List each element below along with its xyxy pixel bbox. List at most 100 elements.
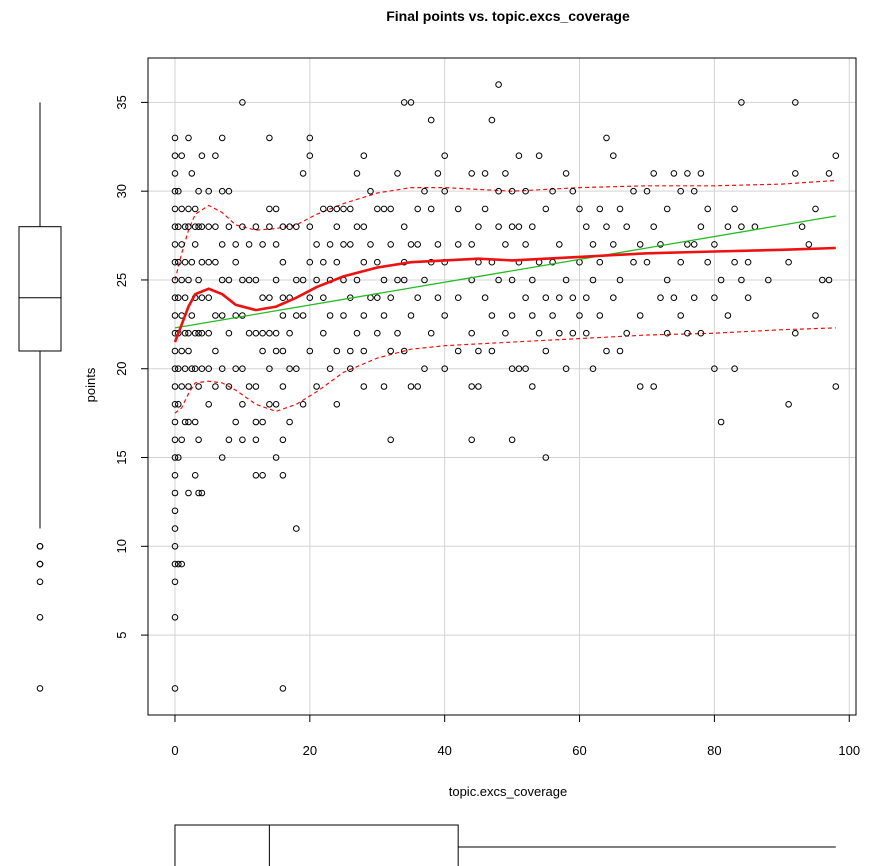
data-point <box>175 294 182 302</box>
data-point <box>367 241 374 248</box>
data-point <box>185 383 192 390</box>
data-point <box>306 223 314 230</box>
data-point <box>596 258 604 266</box>
data-point <box>690 294 698 302</box>
data-point <box>259 347 266 355</box>
data-point <box>508 276 516 284</box>
data-point <box>711 365 718 373</box>
y-tick-label: 10 <box>114 539 129 553</box>
data-point <box>245 276 253 284</box>
data-point <box>643 187 651 195</box>
data-point <box>677 312 685 319</box>
data-point <box>198 329 206 337</box>
data-point <box>212 312 219 319</box>
data-point <box>805 241 813 248</box>
x-tick-label: 100 <box>838 743 860 758</box>
data-point <box>738 99 745 106</box>
data-point <box>293 223 300 230</box>
data-point <box>272 205 280 213</box>
data-point <box>454 241 462 248</box>
data-point <box>394 276 401 284</box>
data-point <box>188 258 196 266</box>
data-point <box>360 258 368 266</box>
data-point <box>252 383 260 390</box>
data-point <box>239 276 246 284</box>
data-point <box>717 418 725 426</box>
data-point <box>508 436 516 444</box>
data-point <box>212 383 219 390</box>
data-point <box>569 329 577 337</box>
data-point <box>434 294 442 302</box>
data-point <box>508 187 516 195</box>
data-point <box>434 241 442 248</box>
data-point <box>252 276 260 284</box>
data-point <box>259 472 266 479</box>
data-point <box>286 329 293 337</box>
data-point <box>218 187 226 195</box>
data-point <box>549 187 556 195</box>
data-point <box>468 436 476 444</box>
data-point <box>347 347 354 355</box>
y-box-iqr <box>18 226 62 352</box>
data-point <box>832 152 840 159</box>
data-point <box>697 223 705 230</box>
data-point <box>636 383 644 390</box>
data-point <box>360 312 368 319</box>
data-point <box>252 418 260 426</box>
data-point <box>212 223 219 230</box>
data-point <box>188 365 196 373</box>
data-point <box>326 312 334 319</box>
data-point <box>562 170 570 177</box>
data-point <box>657 241 664 248</box>
data-point <box>320 205 327 213</box>
data-point <box>475 383 482 390</box>
data-point <box>205 258 212 266</box>
data-point <box>306 134 314 142</box>
y-tick-label: 15 <box>114 450 129 464</box>
data-point <box>475 223 482 230</box>
data-point <box>333 205 341 213</box>
data-point <box>684 170 691 177</box>
data-point <box>299 401 307 408</box>
data-point <box>185 276 192 284</box>
data-point <box>387 347 395 355</box>
data-point <box>232 365 239 373</box>
data-point <box>427 205 435 213</box>
data-point <box>320 294 327 302</box>
data-point <box>535 329 543 337</box>
data-point <box>320 258 327 266</box>
data-point <box>569 294 577 302</box>
data-point <box>266 223 273 230</box>
data-point <box>333 223 341 230</box>
data-point <box>188 170 196 177</box>
data-point <box>387 205 395 213</box>
data-point <box>670 170 678 177</box>
data-point <box>293 365 300 373</box>
data-point <box>407 241 415 248</box>
data-point <box>181 329 189 337</box>
fit-lines <box>173 215 836 343</box>
data-point <box>218 454 226 461</box>
data-point <box>616 347 624 355</box>
data-point <box>421 365 428 373</box>
data-point <box>353 276 361 284</box>
data-point <box>188 312 196 319</box>
data-point <box>353 329 361 337</box>
data-point <box>181 418 189 426</box>
data-point <box>454 205 462 213</box>
data-point <box>181 365 189 373</box>
data-point <box>185 329 192 337</box>
data-point <box>414 241 422 248</box>
data-point <box>279 347 287 355</box>
data-point <box>225 276 233 284</box>
smooth-upper-band <box>174 179 836 281</box>
data-point <box>185 223 192 230</box>
data-point <box>407 99 415 106</box>
data-point <box>195 329 202 337</box>
data-point <box>630 258 637 266</box>
data-point <box>374 294 381 302</box>
data-point <box>495 276 502 284</box>
data-point <box>650 170 658 177</box>
data-point <box>205 401 212 408</box>
data-point <box>195 436 202 444</box>
